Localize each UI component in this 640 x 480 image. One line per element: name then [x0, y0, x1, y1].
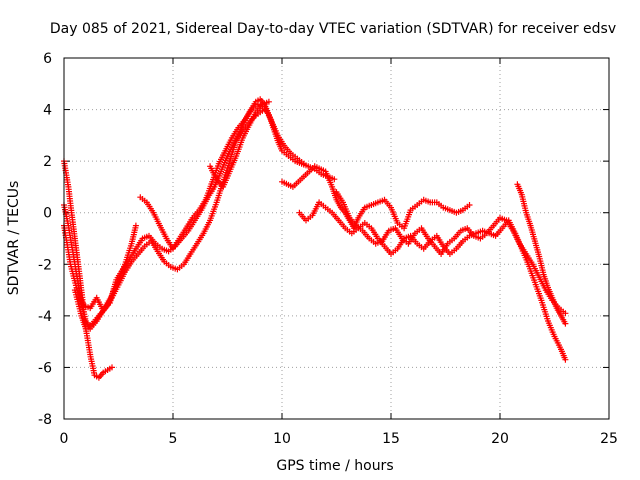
- series-markers: [207, 98, 272, 190]
- plot-frame: [63, 57, 610, 420]
- x-tick-label: 5: [169, 431, 178, 447]
- chart-title: Day 085 of 2021, Sidereal Day-to-day VTE…: [50, 21, 616, 37]
- series-markers: [514, 181, 569, 327]
- x-tick-label: 15: [382, 431, 400, 447]
- y-tick-label: -6: [38, 360, 52, 376]
- y-tick-label: -4: [38, 309, 52, 325]
- series-markers: [333, 189, 569, 317]
- series-arc-10: [514, 181, 569, 327]
- x-axis-label: GPS time / hours: [276, 458, 393, 474]
- y-tick-label: -2: [38, 257, 52, 273]
- series-arc-4: [71, 96, 338, 332]
- y-tick-label: 0: [43, 206, 52, 222]
- series-arc-6: [207, 98, 272, 190]
- series-markers: [71, 96, 338, 332]
- x-tick-label: 20: [491, 431, 509, 447]
- y-tick-label: -8: [38, 412, 52, 428]
- y-tick-label: 4: [43, 103, 52, 119]
- series-markers: [137, 101, 307, 252]
- y-tick-label: 2: [43, 154, 52, 170]
- series-arc-5: [137, 101, 307, 252]
- data-points: [61, 96, 569, 381]
- series-arc-9: [333, 189, 569, 317]
- x-tick-label: 25: [600, 431, 618, 447]
- x-tick-label: 0: [60, 431, 69, 447]
- axis-ticks: [63, 57, 610, 420]
- y-axis-label: SDTVAR / TECUs: [6, 181, 22, 296]
- gridlines: [64, 58, 609, 419]
- x-tick-label: 10: [273, 431, 291, 447]
- y-tick-label: 6: [43, 51, 52, 67]
- tick-labels: 0 5 10 15 20 25 -8 -6 -4 -2 0 2 4 6: [38, 51, 618, 447]
